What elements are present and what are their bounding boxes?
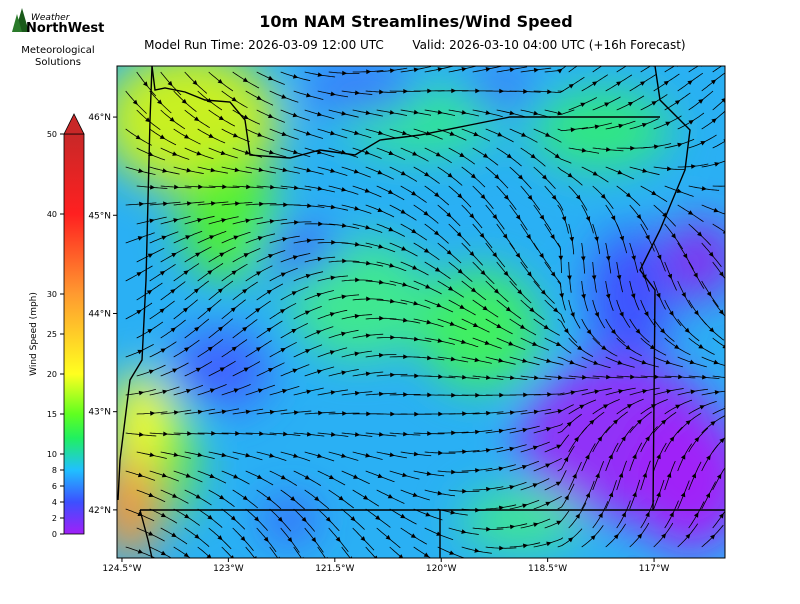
colorbar-extend	[64, 114, 84, 134]
colorbar-tick-label: 2	[52, 514, 57, 523]
y-tick-label: 46°N	[88, 113, 111, 123]
colorbar-tick-label: 30	[47, 290, 57, 299]
x-tick-label: 124.5°W	[102, 564, 141, 574]
logo-name: NorthWest	[26, 21, 104, 36]
y-tick-label: 42°N	[88, 506, 111, 516]
colorbar-tick-label: 0	[52, 530, 57, 539]
y-tick-label: 43°N	[88, 408, 111, 418]
colorbar-tick-label: 25	[47, 330, 57, 339]
colorbar-tick-label: 20	[47, 370, 57, 379]
x-tick-label: 123°W	[213, 564, 244, 574]
stream-arrow	[724, 62, 728, 65]
x-tick-label: 121.5°W	[315, 564, 354, 574]
colorbar-tick-label: 4	[52, 498, 57, 507]
colorbar-tick-label: 6	[52, 482, 57, 491]
colorbar-tick-label: 8	[52, 466, 57, 475]
stream-arrow	[579, 62, 583, 66]
stream-arrow	[603, 62, 607, 65]
colorbar-tick-label: 50	[47, 130, 57, 139]
streamline	[713, 56, 739, 72]
colorbar-tick-label: 15	[47, 410, 57, 419]
colorbar-tick-label: 10	[47, 450, 57, 459]
stream-arrow	[727, 184, 731, 188]
stream-arrow	[726, 376, 730, 380]
logo-line: Solutions	[35, 57, 81, 68]
x-tick-label: 117°W	[639, 564, 670, 574]
x-tick-label: 118.5°W	[528, 564, 567, 574]
wind-field	[100, 50, 750, 573]
valid-time: Valid: 2026-03-10 04:00 UTC (+16h Foreca…	[412, 38, 685, 52]
colorbar-label: Wind Speed (mph)	[29, 292, 39, 376]
logo: Weather NorthWest Meteorological Solutio…	[12, 8, 104, 68]
y-tick-label: 44°N	[88, 309, 111, 319]
x-tick-label: 120°W	[426, 564, 457, 574]
colorbar-tick-label: 40	[47, 210, 57, 219]
logo-line: Meteorological	[21, 45, 94, 56]
run-time: Model Run Time: 2026-03-09 12:00 UTC	[144, 38, 384, 52]
y-tick-label: 45°N	[88, 211, 111, 221]
title: 10m NAM Streamlines/Wind Speed	[259, 12, 572, 31]
colorbar	[64, 134, 84, 534]
